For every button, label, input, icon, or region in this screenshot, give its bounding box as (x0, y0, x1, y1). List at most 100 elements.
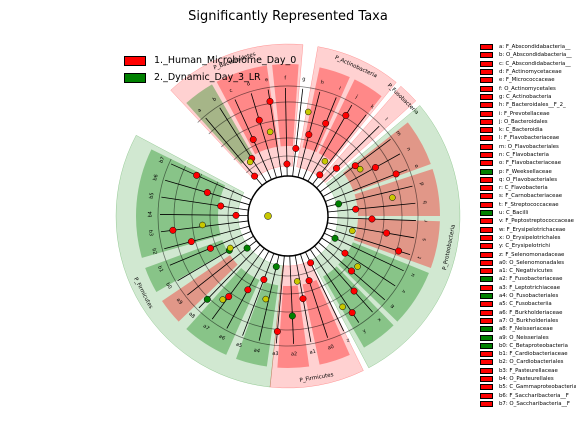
tree-branch (300, 253, 329, 338)
clade-letter: g (302, 76, 306, 82)
neutral-node (339, 303, 346, 311)
clade-letter: o (413, 164, 420, 169)
clade-band (186, 84, 253, 164)
clade-node (203, 295, 211, 303)
key-swatch (480, 118, 493, 125)
clade-letter: b (212, 96, 218, 103)
clade-node (299, 295, 307, 303)
legend-swatch-red (124, 55, 146, 66)
tree-arc (191, 119, 385, 313)
phylum-sector (170, 43, 304, 180)
key-swatch (480, 334, 493, 341)
clade-node (395, 247, 403, 255)
tree-branch (289, 255, 295, 344)
key-label: g: C_Actinobacteria (499, 93, 552, 100)
key-row: a9: O_Neisseriales (480, 333, 576, 341)
key-row: l: F_Flavobacteriaceae (480, 134, 576, 142)
clade-node (207, 244, 214, 252)
clade-letter: b1 (156, 265, 164, 273)
clade-letter: b6 (152, 174, 160, 182)
key-label: x: O_Erysipelotrichales (499, 234, 561, 241)
legend-label: 1._Human_Microbiome_Day_0 (154, 55, 297, 66)
key-label: h: F_Bacteroidales__F_2_ (499, 102, 566, 109)
tree-arc (209, 137, 367, 295)
key-row: b6: F_Saccharibacteria__F (480, 391, 576, 399)
key-row: d: F_Actinomycetaceae (480, 68, 576, 76)
clade-letter: l (383, 117, 388, 122)
neutral-node (262, 295, 269, 303)
tree-branch (170, 163, 252, 201)
clade-node (392, 170, 400, 178)
key-row: j: O_Bacteroidales (480, 118, 576, 126)
clade-node (273, 328, 281, 335)
key-label: e: F_Micrococcaceae (499, 77, 555, 84)
key-row: a8: F_Neisseriaceae (480, 325, 576, 333)
key-label: t: F_Streptococcaceae (499, 201, 559, 208)
tree-branch (219, 107, 268, 183)
clade-node (203, 189, 211, 196)
key-row: m: O_Flavobacteriales (480, 143, 576, 151)
key-swatch (480, 77, 493, 84)
key-row: f: O_Actinomycetales (480, 84, 576, 92)
key-label: b4: O_Pasteurellales (499, 376, 554, 383)
clade-node (292, 145, 300, 152)
tree-branch (316, 125, 380, 189)
neutral-node (219, 296, 226, 303)
phylum-sector (269, 260, 364, 389)
key-swatch (480, 60, 493, 67)
key-label: o: F_Flavobacteriaceae (499, 160, 562, 167)
clade-band (302, 279, 350, 365)
key-label: m: O_Flavobacteriales (499, 143, 559, 150)
clade-node (260, 276, 268, 284)
chart-title: Significantly Represented Taxa (188, 9, 388, 24)
clade-letter: a5 (235, 342, 243, 350)
key-label: y: C_Erysipelotrichi (499, 243, 551, 250)
clade-node (288, 312, 296, 320)
key-row: s: F_Carnobacteriaceae (480, 192, 576, 200)
key-row: x: O_Erysipelotrichales (480, 234, 576, 242)
neutral-node (356, 165, 364, 173)
clade-node (307, 259, 315, 267)
clade-node (333, 164, 340, 172)
tree-branch (164, 225, 250, 250)
key-swatch (480, 226, 493, 233)
key-swatch (480, 326, 493, 333)
clade-letter: a4 (253, 347, 260, 354)
clade-letter: j (354, 93, 359, 99)
tree-arc (173, 101, 403, 331)
key-label: k: C_Bacteroidia (499, 127, 543, 134)
neutral-node (266, 128, 274, 136)
key-label: a0: O_Selenomonadales (499, 259, 565, 266)
tree-branch (314, 245, 373, 313)
key-swatch (480, 185, 493, 192)
clade-letter: b7 (158, 156, 166, 164)
tree-branch (161, 196, 249, 211)
key-row: r: C_Flavobacteria (480, 184, 576, 192)
key-swatch (480, 102, 493, 109)
tree-branch (250, 93, 277, 178)
key-row: g: C_Actinobacteria (480, 93, 576, 101)
clade-node (348, 267, 355, 275)
tree-branch (211, 247, 265, 320)
neutral-node (199, 221, 206, 229)
clade-node (352, 205, 360, 213)
tree-branch (327, 202, 416, 213)
key-swatch (480, 384, 493, 391)
clade-letter: q (422, 200, 428, 204)
key-swatch (480, 400, 493, 407)
clade-node (232, 211, 240, 219)
key-swatch (480, 243, 493, 250)
clade-letter: z (346, 337, 351, 344)
key-label: a1: C_Negativicutes (499, 268, 553, 275)
tree-branch (242, 253, 275, 336)
clade-node (244, 286, 252, 294)
key-swatch (480, 259, 493, 266)
clade-node (305, 277, 313, 285)
clade-letter: h (320, 80, 325, 87)
key-label: l: F_Flavobacteriaceae (499, 135, 560, 142)
clade-letter: c (229, 87, 234, 94)
legend-swatch-green (124, 72, 146, 83)
key-swatch (480, 127, 493, 134)
clade-band (302, 67, 350, 153)
